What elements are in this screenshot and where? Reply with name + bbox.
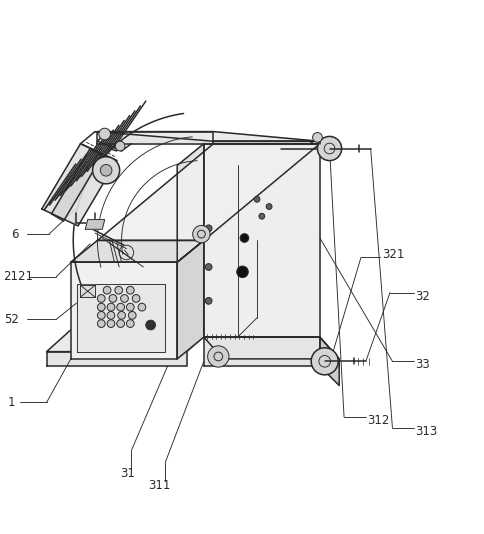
Text: 6: 6 <box>11 227 19 241</box>
Circle shape <box>126 320 134 327</box>
Circle shape <box>109 295 117 302</box>
Circle shape <box>100 164 112 176</box>
Circle shape <box>115 142 125 151</box>
Circle shape <box>115 286 122 294</box>
Polygon shape <box>51 148 102 221</box>
Circle shape <box>205 297 212 304</box>
Polygon shape <box>203 337 319 366</box>
Circle shape <box>128 311 136 319</box>
Circle shape <box>107 311 115 319</box>
Circle shape <box>317 136 341 161</box>
Polygon shape <box>203 144 319 337</box>
Circle shape <box>118 311 125 319</box>
Polygon shape <box>177 144 203 262</box>
Text: 2121: 2121 <box>3 270 33 283</box>
Circle shape <box>117 303 124 311</box>
Polygon shape <box>85 219 105 229</box>
Circle shape <box>103 286 111 294</box>
Text: 311: 311 <box>148 479 170 492</box>
Circle shape <box>312 132 322 142</box>
Circle shape <box>205 225 212 232</box>
Polygon shape <box>97 144 319 240</box>
Polygon shape <box>46 330 211 351</box>
Circle shape <box>97 303 105 311</box>
Circle shape <box>107 320 115 327</box>
Text: 52: 52 <box>4 313 19 326</box>
Circle shape <box>258 213 264 219</box>
Circle shape <box>240 234 248 242</box>
Circle shape <box>107 303 115 311</box>
Text: 31: 31 <box>121 467 135 481</box>
Polygon shape <box>97 131 319 142</box>
Circle shape <box>192 225 210 243</box>
Circle shape <box>99 128 110 140</box>
Polygon shape <box>319 337 338 386</box>
Circle shape <box>117 320 124 327</box>
Circle shape <box>146 320 155 330</box>
Circle shape <box>121 295 128 302</box>
Circle shape <box>236 266 248 278</box>
Polygon shape <box>203 337 338 359</box>
Circle shape <box>311 348 337 375</box>
Text: 313: 313 <box>415 425 437 438</box>
Polygon shape <box>71 240 203 262</box>
Polygon shape <box>97 131 213 144</box>
Text: 312: 312 <box>366 414 389 427</box>
Polygon shape <box>177 240 203 359</box>
Polygon shape <box>71 262 177 359</box>
Circle shape <box>97 295 105 302</box>
Text: 32: 32 <box>415 289 430 303</box>
Circle shape <box>126 303 134 311</box>
Polygon shape <box>46 351 186 366</box>
Polygon shape <box>213 142 319 144</box>
Circle shape <box>205 264 212 270</box>
Text: 321: 321 <box>381 248 403 261</box>
Circle shape <box>126 286 134 294</box>
Circle shape <box>97 311 105 319</box>
Circle shape <box>138 303 146 311</box>
Text: 1: 1 <box>8 396 15 409</box>
Circle shape <box>97 320 105 327</box>
Circle shape <box>132 295 140 302</box>
Polygon shape <box>77 284 165 351</box>
Polygon shape <box>80 285 95 297</box>
Polygon shape <box>42 144 117 226</box>
Circle shape <box>266 203 272 209</box>
Circle shape <box>254 197 259 202</box>
Circle shape <box>207 346 228 367</box>
Circle shape <box>92 157 120 184</box>
Text: 33: 33 <box>415 358 429 371</box>
